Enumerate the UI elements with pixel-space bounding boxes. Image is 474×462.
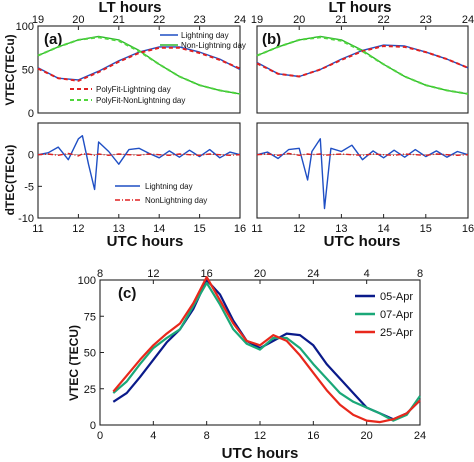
b-top-panel: 19 20 21 22 23 24	[251, 14, 474, 114]
a-bottom-xtick-label: 15	[193, 223, 205, 235]
legend-label-polyfit-lightning: PolyFit-Lightning day	[96, 85, 171, 94]
panel-b-label: (b)	[262, 31, 281, 48]
a-top-toptick-label: 24	[234, 14, 246, 26]
a-top-ytick-label: 50	[22, 65, 34, 77]
legend-label-polyfit-nonlightning: PolyFit-NonLightning day	[96, 96, 185, 105]
b-top-toptick-label: 24	[462, 14, 474, 26]
utc-hours-label-a: UTC hours	[107, 233, 184, 250]
b-bottom-xtick-label: 14	[377, 223, 389, 235]
a-top-series-3	[37, 36, 241, 95]
legend-label-05-apr: 05-Apr	[380, 291, 413, 303]
c-series-1	[112, 281, 421, 422]
a-bottom-ytick-label: 0	[28, 150, 34, 162]
legend-c: 05-Apr 07-Apr 25-Apr	[355, 291, 413, 339]
legend-label-25-apr: 25-Apr	[380, 327, 413, 339]
a-bottom-xtick-label: 12	[72, 223, 84, 235]
c-ytick-label: 0	[90, 420, 96, 432]
a-bottom-xtick-label: 14	[153, 223, 165, 235]
c-toptick-label: 4	[364, 268, 370, 280]
b-bottom-xtick-label: 12	[293, 223, 305, 235]
c-ytick-label: 25	[84, 384, 96, 396]
a-top-ytick-label: 0	[28, 108, 34, 120]
legend-label-dtec-lightning: Lightning day	[145, 182, 193, 191]
c-xtick-label: 16	[307, 430, 319, 442]
panel-a-label: (a)	[44, 31, 62, 48]
a-bottom-xtick-label: 16	[234, 223, 246, 235]
b-top-toptick-label: 23	[420, 14, 432, 26]
b-top-series-2	[256, 45, 469, 78]
utc-hours-label-c: UTC hours	[222, 445, 299, 462]
c-xtick-label: 20	[361, 430, 373, 442]
b-top-toptick-label: 22	[377, 14, 389, 26]
c-toptick-label: 8	[417, 268, 423, 280]
c-series-2	[112, 276, 421, 424]
c-xtick-label: 8	[204, 430, 210, 442]
b-bottom-xtick-label: 13	[335, 223, 347, 235]
a-bottom-frame	[37, 122, 241, 219]
c-ytick-label: 75	[84, 311, 96, 323]
a-top-toptick-label: 19	[32, 14, 44, 26]
b-top-frame	[256, 25, 469, 114]
c-toptick-label: 12	[147, 268, 159, 280]
a-top-ytick-label: 100	[16, 21, 34, 33]
vtec-ylabel-ab: VTEC(TECu)	[3, 34, 17, 105]
c-toptick-label: 20	[254, 268, 266, 280]
lt-hours-label-a: LT hours	[98, 0, 161, 16]
b-bottom-series-1	[256, 152, 469, 157]
c-xtick-label: 0	[97, 430, 103, 442]
b-top-series-1	[256, 35, 469, 95]
c-ytick-label: 50	[84, 348, 96, 360]
a-top-toptick-label: 21	[113, 14, 125, 26]
vtec-ylabel-c: VTEC (TECU)	[67, 325, 81, 401]
c-xtick-label: 24	[414, 430, 426, 442]
c-xtick-label: 4	[150, 430, 156, 442]
legend-label-lightning: Lightning day	[181, 31, 229, 40]
b-top-toptick-label: 21	[335, 14, 347, 26]
c-toptick-label: 16	[201, 268, 213, 280]
b-top-toptick-label: 20	[293, 14, 305, 26]
a-top-series-2	[37, 46, 241, 82]
b-bottom-xtick-label: 15	[420, 223, 432, 235]
a-top-toptick-label: 22	[153, 14, 165, 26]
a-bottom-series-1	[37, 152, 241, 157]
dtec-ylabel-ab: dTEC(TECu)	[3, 145, 17, 216]
legend-a-bottom: Lightning day NonLightning day	[115, 182, 207, 205]
legend-label-nonlightning: Non-Lightning day	[181, 41, 246, 50]
a-bottom-xtick-label: 13	[113, 223, 125, 235]
a-bottom-xtick-label: 11	[32, 223, 43, 235]
a-bottom-ytick-label: -10	[18, 213, 34, 225]
b-bottom-panel: 11 12 13 14 15 16	[251, 122, 474, 235]
a-top-toptick-label: 20	[72, 14, 84, 26]
c-toptick-label: 24	[307, 268, 319, 280]
lt-hours-label-b: LT hours	[328, 0, 391, 16]
a-bottom-series-0	[37, 134, 241, 191]
b-bottom-xtick-label: 16	[462, 223, 474, 235]
legend-label-07-apr: 07-Apr	[380, 309, 413, 321]
c-toptick-label: 8	[97, 268, 103, 280]
c-panel: 0 25 50 75 100 0 4 8 12 16 20 24 8 12 16 20 24 4 8	[78, 268, 426, 442]
b-bottom-frame	[256, 122, 469, 219]
b-bottom-xtick-label: 11	[251, 223, 262, 235]
a-top-toptick-label: 23	[193, 14, 205, 26]
b-top-series-3	[256, 36, 469, 95]
c-series-0	[112, 278, 421, 421]
b-bottom-series-0	[256, 138, 469, 210]
a-bottom-ytick-label: -5	[24, 181, 34, 193]
c-xtick-label: 12	[254, 430, 266, 442]
c-ytick-label: 100	[78, 275, 96, 287]
a-bottom-panel: -10 -5 0 11 12 13 14 15 16	[18, 122, 246, 235]
utc-hours-label-b: UTC hours	[324, 233, 401, 250]
b-top-toptick-label: 19	[251, 14, 263, 26]
legend-label-dtec-nonlightning: NonLightning day	[145, 196, 207, 205]
panel-c-label: (c)	[118, 285, 136, 302]
legend-a-top: Lightning day Non-Lightning day PolyFit-…	[70, 31, 246, 105]
